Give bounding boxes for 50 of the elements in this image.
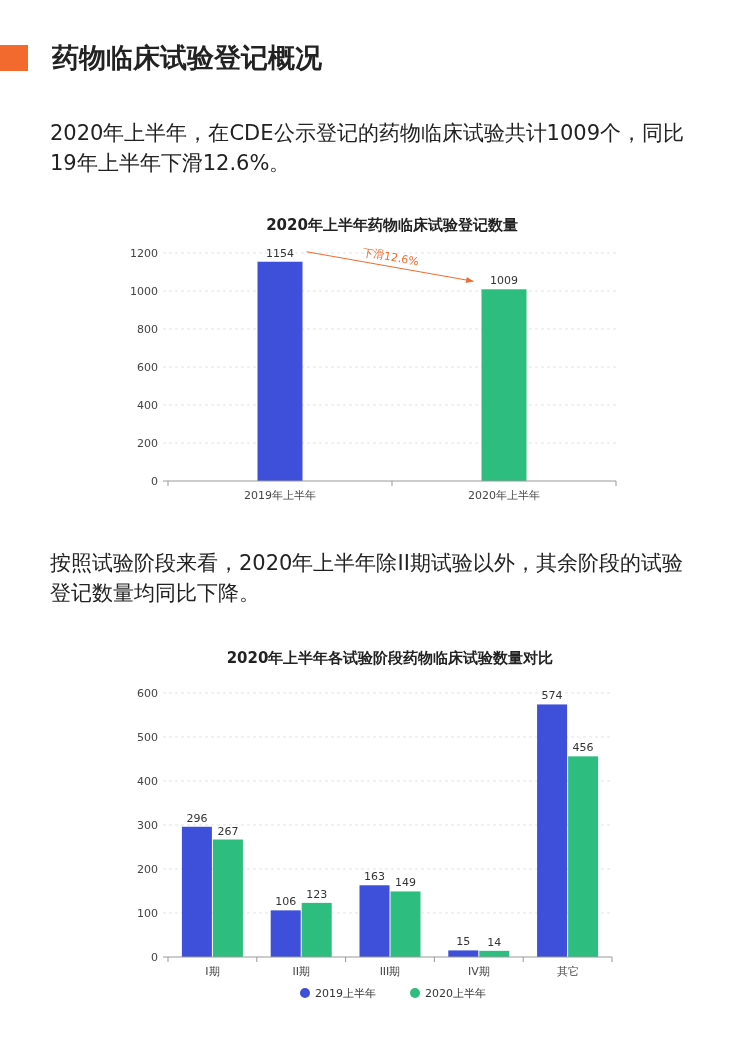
y-tick-label: 400 — [137, 775, 158, 788]
data-label: 14 — [487, 935, 502, 949]
data-label: 1154 — [266, 246, 294, 260]
y-tick-label: 300 — [137, 819, 158, 832]
legend-label: 2019上半年 — [315, 987, 376, 1000]
x-tick-label: III期 — [379, 965, 401, 978]
data-label: 15 — [456, 935, 471, 949]
text: 药物临床试验登记概况 — [52, 41, 322, 75]
bar — [270, 910, 301, 957]
data-label: 1009 — [490, 274, 518, 288]
y-tick-label: 200 — [137, 863, 158, 876]
bar — [181, 826, 212, 957]
y-tick-label: 0 — [151, 475, 158, 488]
bar — [301, 902, 332, 957]
bar — [448, 950, 479, 957]
data-label: 574 — [541, 689, 563, 703]
annotation: 下滑12.6% — [361, 245, 420, 269]
x-tick-label: 其它 — [556, 965, 579, 978]
data-label: 123 — [306, 887, 328, 901]
y-tick-label: 100 — [137, 907, 158, 920]
y-tick-label: 600 — [137, 361, 158, 374]
bar — [568, 756, 599, 957]
x-tick-label: 2019年上半年 — [244, 489, 316, 502]
x-tick-label: 2020年上半年 — [468, 489, 540, 502]
y-tick-label: 500 — [137, 731, 158, 744]
data-label: 296 — [186, 811, 208, 825]
y-tick-label: 1200 — [130, 247, 158, 260]
text: 2020年上半年，在CDE公示登记的药物临床试验共计1009个，同比19年上半年下滑12.6%。 — [50, 120, 685, 177]
y-tick-label: 800 — [137, 323, 158, 336]
bar — [212, 839, 243, 957]
y-tick-label: 200 — [137, 437, 158, 450]
legend-label: 2020上半年 — [425, 987, 486, 1000]
chart-title: 2020年上半年各试验阶段药物临床试验数量对比 — [226, 649, 554, 667]
data-label: 267 — [217, 824, 239, 838]
data-label: 106 — [275, 895, 297, 909]
data-label: 163 — [364, 870, 385, 884]
x-tick-label: IV期 — [467, 965, 490, 978]
x-tick-label: I期 — [205, 965, 220, 978]
chart-title: 2020年上半年药物临床试验登记数量 — [266, 216, 518, 234]
y-tick-label: 0 — [151, 951, 158, 964]
data-label: 149 — [395, 876, 416, 890]
y-tick-label: 600 — [137, 687, 158, 700]
text: 按照试验阶段来看，2020年上半年除II期试验以外，其余阶段的试验登记数量均同比下降。 — [50, 550, 684, 607]
x-tick-label: II期 — [292, 965, 310, 978]
y-tick-label: 1000 — [130, 285, 158, 298]
y-tick-label: 400 — [137, 399, 158, 412]
bar — [390, 891, 421, 957]
bar — [359, 885, 390, 957]
data-label: 456 — [572, 741, 594, 755]
bar — [537, 704, 568, 957]
